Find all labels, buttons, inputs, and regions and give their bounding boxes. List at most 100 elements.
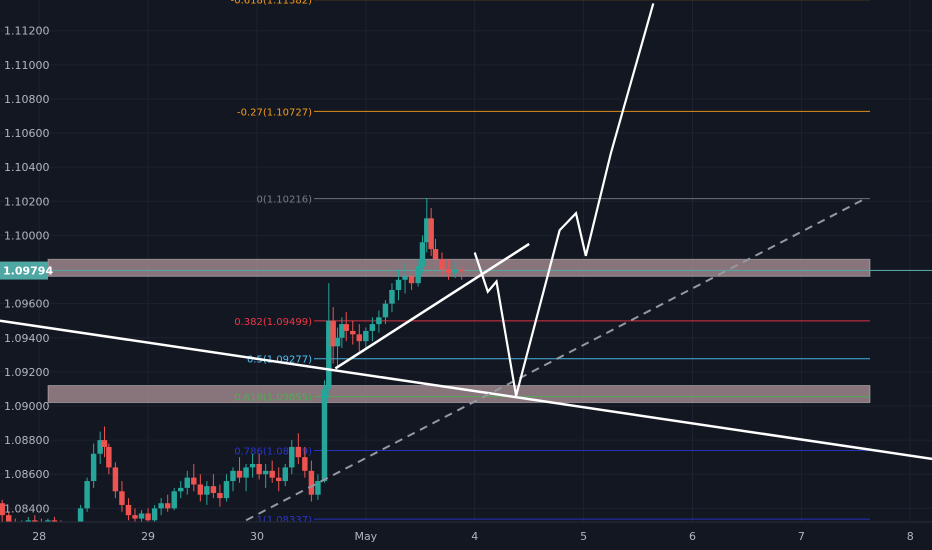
x-tick-label: May	[354, 530, 377, 543]
candle-body	[376, 317, 382, 325]
candle-body	[308, 470, 315, 495]
candle-body	[138, 513, 145, 519]
candle-body	[236, 470, 243, 478]
candle-body	[326, 320, 332, 389]
y-tick-label: 1.11000	[4, 59, 50, 72]
y-tick-label: 1.09200	[4, 366, 50, 379]
y-tick-label: 1.08800	[4, 434, 50, 447]
candle-body	[164, 503, 171, 509]
current-price-badge	[0, 261, 48, 280]
x-tick-label: 5	[580, 530, 587, 543]
candle-body	[132, 515, 138, 519]
candle-body	[217, 493, 223, 499]
candle-body	[330, 320, 336, 347]
y-tick-label: 1.10400	[4, 161, 50, 174]
candle-body	[452, 269, 458, 273]
candle-body	[90, 453, 97, 482]
candle-body	[5, 515, 12, 522]
y-tick-label: 1.09400	[4, 332, 50, 345]
candle-body	[369, 324, 376, 331]
y-tick-label: 1.08400	[4, 502, 50, 515]
y-tick-label: 1.11200	[4, 25, 50, 38]
candle-body	[445, 269, 452, 273]
trendline-descending	[0, 319, 932, 461]
candle-body	[389, 290, 395, 304]
x-tick-label: 4	[471, 530, 478, 543]
zone-support	[47, 385, 871, 404]
candle-body	[408, 276, 415, 284]
candle-body	[97, 440, 103, 454]
candle-body	[343, 324, 349, 331]
candle-body	[223, 481, 230, 499]
candle-body	[184, 477, 190, 488]
y-axis: 1.08400 1.08600 1.08800 1.09000 1.09200 1.094…	[0, 25, 53, 515]
fib-level-label: 1(1.08337)	[256, 515, 312, 526]
candle-body	[84, 481, 90, 509]
y-tick-label: 1.09000	[4, 400, 50, 413]
x-tick-label: 7	[798, 530, 805, 543]
x-tick-label: 28	[32, 530, 46, 543]
candle-body	[112, 467, 119, 492]
candle-body	[249, 464, 256, 468]
candle-body	[262, 470, 269, 475]
candle-body	[315, 481, 321, 495]
y-tick-label: 1.10000	[4, 229, 50, 242]
candle-body	[302, 457, 308, 471]
candle-body	[210, 486, 217, 493]
fib-level-label: -0.27(1.10727)	[237, 107, 312, 118]
x-tick-label: 30	[250, 530, 264, 543]
candle-body	[395, 279, 402, 290]
candle-body	[321, 388, 328, 482]
candle-body	[432, 249, 439, 260]
trendline-ascending	[334, 242, 530, 370]
projection-path	[473, 3, 655, 397]
candle-body	[0, 503, 5, 516]
candle-body	[101, 440, 108, 447]
candle-body	[256, 464, 262, 475]
candle-body	[243, 467, 249, 478]
candle-body	[269, 470, 275, 478]
candle-body	[382, 303, 389, 318]
candle-body	[295, 446, 302, 458]
candle-body	[119, 491, 125, 505]
fib-level-label: 0(1.10216)	[256, 195, 312, 206]
drawings[interactable]	[0, 3, 932, 522]
x-tick-label: 8	[907, 530, 914, 543]
candle-body	[363, 330, 369, 342]
candle-body	[356, 334, 363, 342]
candle-body	[32, 520, 38, 522]
candle-body	[145, 513, 151, 521]
candle-body	[458, 269, 465, 272]
candle-body	[77, 508, 84, 529]
candle-body	[419, 242, 426, 267]
candle-body	[439, 259, 445, 270]
y-tick-label: 1.10600	[4, 127, 50, 140]
y-tick-label: 1.10200	[4, 195, 50, 208]
candle-body	[339, 324, 345, 338]
candle-body	[204, 486, 210, 495]
y-tick-label: 1.10800	[4, 93, 50, 106]
y-tick-label: 1.08600	[4, 468, 50, 481]
candle-body	[428, 218, 434, 250]
x-tick-label: 29	[141, 530, 155, 543]
candle-body	[197, 484, 204, 495]
candle-body	[276, 477, 282, 482]
candle-body	[334, 337, 341, 347]
current-price-label: 1.09794	[3, 265, 53, 278]
x-tick-label: 6	[689, 530, 696, 543]
candle-body	[178, 487, 184, 492]
fib-level-label: 0.5(1.09277)	[247, 355, 312, 366]
fib-retracement[interactable]: -0.618(1.11382) -0.27(1.10727) 0(1.10216) 0…	[231, 0, 870, 526]
candle-body	[424, 218, 430, 243]
candle-body	[151, 508, 158, 521]
candle-body	[125, 504, 132, 516]
fib-level-label: 0.618(1.09055)	[234, 393, 312, 404]
fib-level-label: 0.786(1.08739)	[234, 447, 312, 458]
candles	[0, 197, 465, 533]
candle-body	[282, 467, 288, 482]
candle-body	[230, 470, 236, 482]
candle-body	[158, 503, 164, 509]
y-tick-label: 1.09600	[4, 298, 50, 311]
